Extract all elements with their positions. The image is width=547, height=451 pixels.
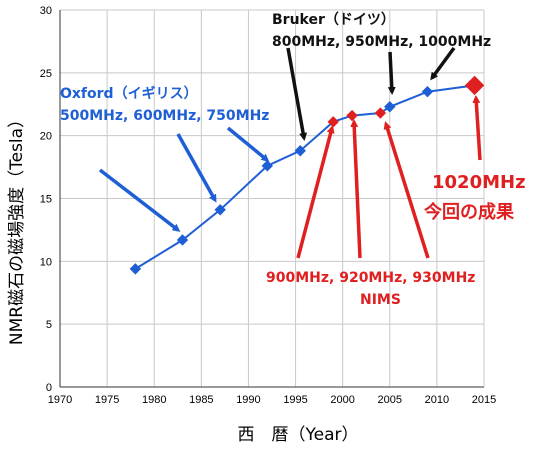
oxford-frequencies: 500MHz, 600MHz, 750MHz (60, 108, 269, 124)
arrow-nims-900 (296, 125, 335, 259)
data-point (214, 204, 226, 216)
data-point (176, 234, 189, 246)
y-tick-label: 25 (40, 68, 52, 80)
arrow-oxford-600 (176, 133, 217, 203)
data-points (129, 75, 485, 275)
data-point (421, 85, 434, 98)
x-tick-label: 2000 (330, 394, 354, 406)
y-tick-label: 30 (40, 5, 52, 17)
arrow-oxford-750 (226, 126, 270, 162)
y-tick-label: 0 (46, 382, 52, 394)
x-tick-label: 1995 (283, 394, 307, 406)
x-tick-label: 1975 (95, 394, 119, 406)
y-tick-labels: 0 5 10 15 20 25 30 (40, 5, 52, 394)
y-axis-title: NMR磁石の磁場強度（Tesla） (7, 111, 27, 345)
data-point (464, 75, 485, 96)
x-tick-label: 2005 (378, 394, 402, 406)
x-tick-label: 1970 (48, 394, 72, 406)
arrow-result-1020 (472, 95, 482, 161)
arrow-bruker-1000 (430, 46, 456, 81)
x-tick-labels: 1970 1975 1980 1985 1990 1995 2000 2005 2010 2015 (48, 394, 496, 406)
arrow-bruker-800 (286, 47, 308, 141)
axes (59, 10, 484, 388)
x-tick-label: 2015 (472, 394, 496, 406)
y-tick-label: 15 (40, 194, 52, 206)
x-tick-label: 1990 (236, 394, 260, 406)
x-tick-label: 1985 (189, 394, 213, 406)
nims-label: NIMS (360, 292, 401, 308)
x-tick-label: 2010 (425, 394, 449, 406)
arrow-nims-920 (350, 119, 362, 259)
data-point (374, 107, 387, 119)
annotation-arrows (98, 46, 482, 259)
y-tick-label: 20 (40, 131, 52, 143)
nims-frequencies: 900MHz, 920MHz, 930MHz (266, 270, 475, 286)
arrow-oxford-500 (98, 168, 181, 232)
y-tick-label: 10 (40, 256, 52, 268)
data-point (384, 101, 396, 113)
arrow-nims-930 (383, 121, 430, 259)
data-point (261, 160, 273, 172)
oxford-label: Oxford（イギリス） (60, 85, 198, 102)
result-frequency: 1020MHz (432, 172, 526, 193)
x-tick-label: 1980 (142, 394, 166, 406)
result-caption: 今回の成果 (424, 201, 515, 223)
data-point (129, 263, 142, 275)
data-point (294, 145, 306, 157)
bruker-label: Bruker（ドイツ） (272, 12, 395, 28)
arrow-bruker-950 (387, 51, 396, 95)
x-axis-title: 西 暦（Year） (238, 425, 359, 445)
y-tick-label: 5 (46, 319, 52, 331)
data-point (346, 109, 358, 122)
grid-lines (59, 9, 485, 388)
bruker-frequencies: 800MHz, 950MHz, 1000MHz (272, 34, 491, 50)
